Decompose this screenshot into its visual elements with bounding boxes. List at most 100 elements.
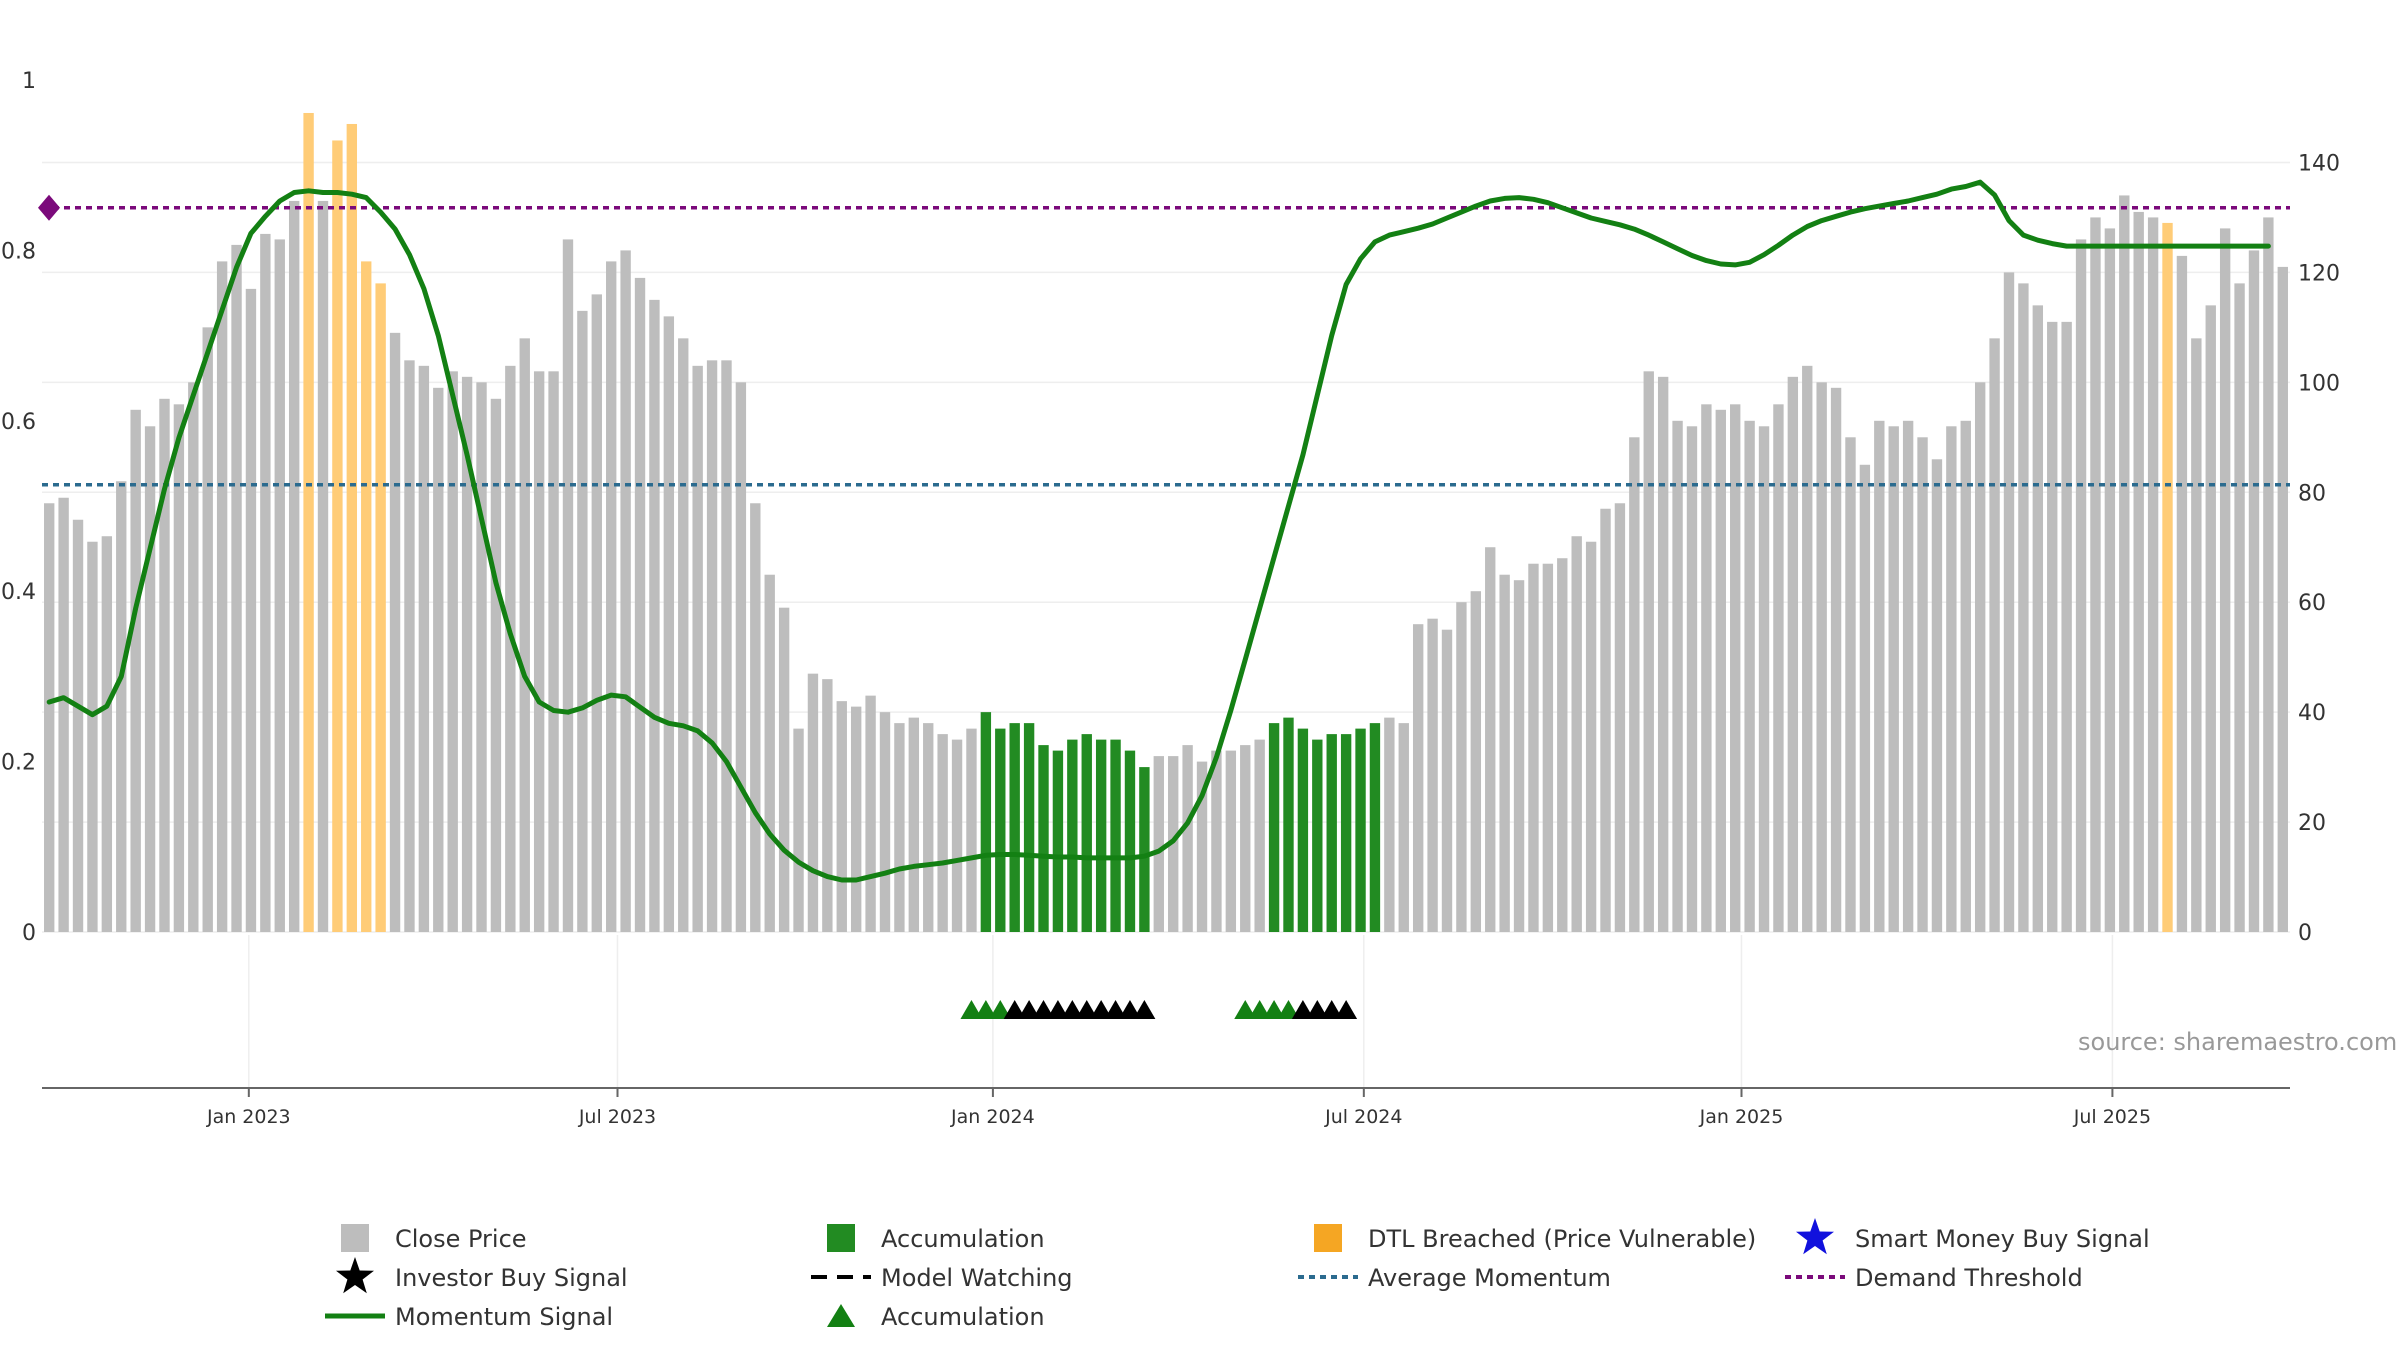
momentum-signal-line: [46, 179, 2271, 883]
right-axis-tick: 0: [2298, 921, 2312, 946]
close-price-bar: [116, 481, 127, 932]
close-price-bar: [778, 607, 790, 932]
close-price-bar: [1874, 420, 1885, 932]
accumulation-marker: [1263, 1000, 1286, 1019]
legend-label-investor: Investor Buy Signal: [395, 1264, 628, 1292]
close-price-bar: [1917, 437, 1928, 932]
close-price-bar: [1730, 404, 1741, 932]
close-price-bar: [1701, 404, 1712, 932]
accumulation-bar: [1268, 723, 1280, 932]
accumulation-bar: [1038, 745, 1049, 932]
left-axis-tick: 0.4: [1, 580, 36, 605]
close-price-bar: [1528, 563, 1539, 932]
close-price-bar: [1182, 745, 1193, 932]
model-watching-marker: [1075, 1000, 1098, 1019]
close-price-bar: [1816, 382, 1827, 932]
close-price-bar: [1758, 426, 1770, 932]
close-price-bar: [404, 360, 415, 933]
close-price-bar: [1672, 420, 1683, 932]
x-axis-tick-label: Jul 2024: [1324, 1106, 1402, 1128]
right-axis-tick: 80: [2298, 481, 2326, 506]
right-axis-tick: 140: [2298, 151, 2340, 176]
close-price-bar: [865, 695, 876, 932]
accumulation-bar: [1009, 723, 1020, 932]
accumulation-bar: [1023, 723, 1035, 932]
close-price-bar: [274, 239, 285, 933]
close-price-bar: [1168, 756, 1179, 932]
close-price-bar: [2018, 283, 2029, 933]
model-watching-marker: [1118, 1000, 1141, 1019]
x-axis-tick-label: Jan 2023: [206, 1106, 291, 1128]
close-price-bar: [735, 382, 747, 932]
investor-star-icon: [336, 1257, 374, 1294]
model-watching-marker: [1335, 1000, 1358, 1019]
x-axis-tick-label: Jul 2023: [578, 1106, 656, 1128]
close-price-bar: [44, 503, 55, 932]
accumulation-bar: [1312, 739, 1323, 932]
accumulation-bar: [1081, 734, 1092, 932]
close-price-bar: [1715, 409, 1726, 932]
legend-label-momentum: Momentum Signal: [395, 1303, 613, 1331]
close-price-bar: [649, 299, 660, 932]
accumulation-bar: [1283, 717, 1294, 932]
close-price-bar: [663, 316, 675, 932]
accumulation-bar: [1340, 734, 1352, 932]
close-price-bar: [1254, 739, 1265, 932]
close-price-bar: [1196, 761, 1208, 932]
legend-label-demand: Demand Threshold: [1855, 1264, 2083, 1292]
legend-label-close: Close Price: [395, 1225, 527, 1253]
close-price-bar: [1989, 338, 2000, 932]
close-price-bar: [1571, 536, 1582, 932]
close-price-bar: [58, 497, 69, 932]
accumulation-bar: [995, 728, 1006, 932]
close-price-bar: [577, 310, 588, 932]
close-price-bar: [418, 365, 430, 932]
close-price-bar: [288, 200, 300, 933]
close-price-bar: [1585, 541, 1597, 932]
right-axis-tick: 20: [2298, 811, 2326, 836]
close-price-bar: [548, 371, 559, 932]
signal-lines: [38, 179, 2290, 883]
close-price-bar: [260, 233, 271, 933]
close-price-bar: [72, 519, 84, 932]
left-axis-tick: 0.8: [1, 239, 36, 264]
accumulation-bar: [1124, 750, 1136, 932]
legend: Close Price Accumulation DTL Breached (Pri…: [325, 1218, 2150, 1331]
price-bars: [44, 112, 2288, 933]
accumulation-bar: [1297, 728, 1309, 932]
close-price-bar: [2176, 255, 2188, 932]
accumulation-bar: [1369, 723, 1381, 932]
close-price-bar: [894, 723, 905, 932]
close-price-bar: [2061, 321, 2072, 933]
accumulation-bar: [1052, 750, 1064, 932]
close-price-bar: [2277, 266, 2288, 932]
dtl-breached-bar: [303, 112, 314, 932]
accumulation-legend-swatch: [827, 1224, 855, 1252]
close-price-bar: [937, 734, 948, 932]
close-price-bar: [1686, 426, 1698, 932]
accumulation-bar: [1110, 739, 1121, 932]
close-price-bar: [1931, 459, 1943, 932]
model-watching-marker: [1291, 1000, 1314, 1019]
model-watching-marker: [1133, 1000, 1156, 1019]
close-price-bar: [1773, 404, 1784, 932]
close-price-bar: [2219, 228, 2231, 932]
accumulation-bar: [1139, 767, 1150, 932]
close-price-bar: [159, 398, 170, 933]
accumulation-marker: [1248, 1000, 1271, 1019]
close-price-bar: [721, 360, 732, 933]
close-price-bar: [1398, 723, 1409, 932]
close-price-bar: [2032, 305, 2044, 932]
close-price-bar: [634, 277, 646, 932]
close-price-bar: [562, 239, 574, 933]
close-price-bar: [1499, 574, 1510, 932]
close-price-bar: [101, 536, 113, 932]
right-axis-tick: 60: [2298, 591, 2326, 616]
close-price-bar: [533, 371, 545, 932]
close-price-bar: [1960, 420, 1971, 932]
accumulation-marker: [989, 1000, 1012, 1019]
smart-money-star-icon: [1796, 1218, 1834, 1255]
accumulation-marker: [974, 1000, 997, 1019]
close-price-bar: [2075, 239, 2087, 933]
